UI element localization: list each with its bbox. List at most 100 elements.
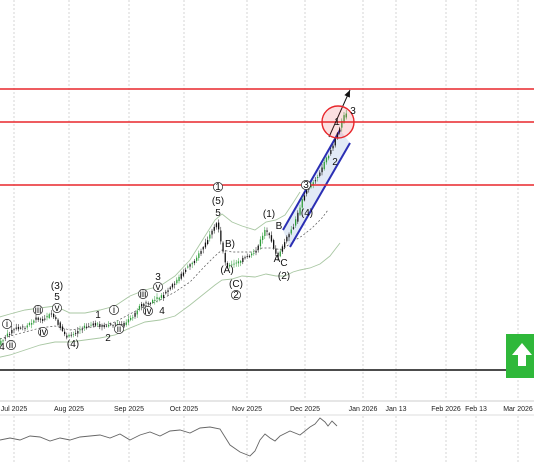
candle-body-49 xyxy=(105,325,108,327)
wave-label-text-25: (1) xyxy=(263,209,275,220)
candle-body-111 xyxy=(242,257,244,263)
candle-body-36 xyxy=(77,331,79,334)
candle-body-50 xyxy=(108,324,110,327)
candle-body-147 xyxy=(321,167,323,173)
wave-label-text-15: 3 xyxy=(155,272,161,283)
candle-body-41 xyxy=(88,326,90,327)
candle-body-68 xyxy=(147,303,149,304)
wave-label-text-29: (2) xyxy=(278,271,290,282)
candle-body-24 xyxy=(50,313,53,315)
wave-label-22: (A) xyxy=(220,265,233,276)
candle-body-143 xyxy=(312,182,314,186)
wave-label-5: (3) xyxy=(51,281,63,292)
x-tick-label-2: Sep 2025 xyxy=(114,406,144,413)
wave-label-13: iii xyxy=(138,289,148,300)
wave-label-11: 2 xyxy=(105,333,111,344)
candle-body-103 xyxy=(224,253,226,263)
candle-body-11 xyxy=(22,326,24,328)
candle-body-115 xyxy=(251,253,253,256)
candle-body-79 xyxy=(171,284,174,288)
channel-lower-line xyxy=(289,142,351,248)
candle-body-153 xyxy=(334,139,336,146)
candle-body-28 xyxy=(59,322,61,329)
wave-label-text-6: 5 xyxy=(54,292,60,303)
candle-body-13 xyxy=(26,325,28,328)
candle-body-43 xyxy=(92,323,94,326)
candle-body-150 xyxy=(328,155,330,159)
candle-body-113 xyxy=(246,256,248,257)
candle-body-34 xyxy=(72,334,75,336)
candle-body-19 xyxy=(39,318,42,320)
x-tick-label-4: Nov 2025 xyxy=(232,406,262,413)
candle-body-3 xyxy=(4,337,6,339)
wave-label-4: iv xyxy=(38,327,48,338)
candle-body-61 xyxy=(132,317,134,319)
candle-body-71 xyxy=(154,299,156,301)
x-tick-label-10: Mar 2026 xyxy=(503,406,533,413)
forecast-annotations xyxy=(321,89,355,139)
candle-body-47 xyxy=(101,325,103,327)
x-tick-label-8: Feb 2026 xyxy=(431,406,461,413)
wave-label-29: (2) xyxy=(278,271,290,282)
wave-label-10: i xyxy=(109,305,119,316)
candle-body-70 xyxy=(152,300,154,303)
forecast-arrow-line xyxy=(328,89,351,138)
candle-body-29 xyxy=(61,326,64,331)
wave-label-34: 3 xyxy=(350,106,356,117)
candle-body-52 xyxy=(112,325,114,327)
candle-body-84 xyxy=(182,272,185,276)
candle-body-6 xyxy=(11,329,13,334)
candle-body-35 xyxy=(75,333,77,334)
wave-label-24: 2 xyxy=(231,290,241,301)
wave-label-ring-1 xyxy=(6,340,16,350)
candle-body-57 xyxy=(123,322,125,327)
candle-body-69 xyxy=(149,302,152,304)
wave-label-21: B) xyxy=(225,239,235,250)
wave-label-text-5: (3) xyxy=(51,281,63,292)
x-tick-label-3: Oct 2025 xyxy=(170,406,199,413)
candle-body-123 xyxy=(268,233,270,236)
candle-body-101 xyxy=(220,230,222,242)
wave-label-ring-3 xyxy=(33,305,43,315)
candle-body-66 xyxy=(143,303,145,307)
wave-label-text-33: 2 xyxy=(332,157,338,168)
wave-label-20: 5 xyxy=(215,208,221,219)
wave-label-ring-18 xyxy=(213,182,223,192)
oscillator-line xyxy=(0,417,338,457)
wave-label-text-19: (5) xyxy=(212,196,224,207)
candle-body-44 xyxy=(94,323,97,326)
candle-body-20 xyxy=(42,319,44,321)
candle-body-64 xyxy=(138,305,141,310)
wave-label-9: 1 xyxy=(95,310,101,321)
wave-label-12: ii xyxy=(114,324,124,335)
candle-body-42 xyxy=(90,324,92,326)
wave-label-33: 2 xyxy=(332,157,338,168)
candle-body-91 xyxy=(198,253,200,258)
wave-label-ring-14 xyxy=(143,306,153,316)
candle-body-9 xyxy=(17,326,20,330)
candle-body-138 xyxy=(301,199,303,208)
wave-label-ring-24 xyxy=(231,290,241,300)
candle-body-56 xyxy=(121,324,123,325)
candle-body-7 xyxy=(13,329,15,331)
candle-body-148 xyxy=(323,162,325,170)
candle-body-116 xyxy=(253,252,255,254)
candle-body-106 xyxy=(231,264,233,266)
candle-body-80 xyxy=(174,283,176,285)
candle-body-126 xyxy=(275,248,277,254)
candle-body-145 xyxy=(317,176,319,178)
candle-body-5 xyxy=(9,334,11,335)
candle-body-73 xyxy=(158,297,160,300)
target-circle xyxy=(321,105,355,139)
buy-arrow-button[interactable] xyxy=(506,334,534,378)
candle-body-8 xyxy=(15,327,17,329)
wave-label-text-12: ii xyxy=(117,324,121,335)
wave-label-text-22: (A) xyxy=(220,265,233,276)
candle-body-63 xyxy=(136,310,138,315)
wave-label-ring-16 xyxy=(153,282,163,292)
candle-body-26 xyxy=(55,317,57,320)
candle-body-94 xyxy=(204,242,207,248)
candle-body-149 xyxy=(325,157,328,163)
candle-body-117 xyxy=(255,250,257,253)
wave-label-text-13: iii xyxy=(140,289,147,300)
